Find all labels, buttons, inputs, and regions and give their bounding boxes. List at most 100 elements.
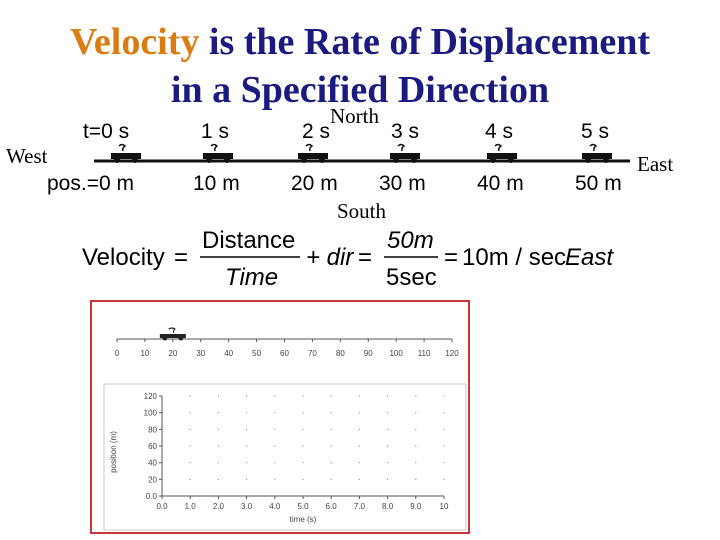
- eq-frac1-den: Time: [225, 264, 278, 291]
- y-axis-label: position (m): [109, 431, 118, 473]
- grid-dot: [246, 395, 248, 397]
- grid-dot: [302, 445, 304, 447]
- grid-dot: [443, 478, 445, 480]
- grid-dot: [330, 478, 332, 480]
- west-label: West: [6, 144, 48, 168]
- position-label: 10 m: [193, 172, 240, 195]
- grid-dot: [217, 462, 219, 464]
- grid-dot: [274, 395, 276, 397]
- x-tick-label: 7.0: [354, 502, 366, 511]
- simulation-panel: 0 10 20 30 40 50 60 70 80 90 100 110 120 0.0 20 40 60 80 1…: [90, 300, 470, 534]
- eq-dir: + dir: [306, 244, 354, 271]
- car-icon: [159, 327, 186, 341]
- y-tick-label: 0.0: [146, 492, 158, 501]
- grid-dot: [274, 428, 276, 430]
- grid-dot: [189, 445, 191, 447]
- eq-equals: =: [174, 244, 188, 271]
- car-icon: [298, 143, 328, 163]
- grid-dot: [246, 428, 248, 430]
- number-line-tick-label: 30: [196, 349, 205, 358]
- grid-dot: [415, 445, 417, 447]
- grid-dot: [246, 478, 248, 480]
- grid-dot: [443, 395, 445, 397]
- y-tick-label: 20: [148, 475, 157, 484]
- time-label: t=0 s: [83, 120, 130, 143]
- x-tick-label: 0.0: [156, 502, 168, 511]
- grid-dot: [415, 462, 417, 464]
- south-label: South: [337, 199, 387, 223]
- title-line1: is the Rate of Displacement: [199, 21, 651, 63]
- number-line-tick-label: 100: [389, 349, 403, 358]
- number-line-tick-label: 20: [168, 349, 177, 358]
- grid-dot: [330, 428, 332, 430]
- x-tick-label: 5.0: [297, 502, 309, 511]
- grid-dot: [330, 462, 332, 464]
- number-line-tick-label: 80: [336, 349, 345, 358]
- number-line-tick-label: 70: [308, 349, 317, 358]
- grid-dot: [302, 428, 304, 430]
- y-tick-label: 120: [144, 392, 158, 401]
- grid-dot: [302, 462, 304, 464]
- time-label: 3 s: [391, 120, 420, 143]
- x-tick-label: 1.0: [185, 502, 197, 511]
- x-tick-label: 3.0: [241, 502, 253, 511]
- car-icon: [582, 143, 612, 163]
- grid-dot: [217, 478, 219, 480]
- grid-dot: [330, 412, 332, 414]
- number-line-tick-label: 0: [115, 349, 120, 358]
- grid-dot: [358, 412, 360, 414]
- grid-dot: [302, 412, 304, 414]
- number-line-tick-label: 90: [364, 349, 373, 358]
- car-icon: [203, 143, 233, 163]
- time-label: 4 s: [485, 120, 514, 143]
- grid-dot: [189, 478, 191, 480]
- slide-title: Velocity is the Rate of Displacement: [0, 20, 720, 64]
- eq-frac1-num: Distance: [202, 228, 295, 254]
- grid-dot: [274, 412, 276, 414]
- grid-dot: [246, 412, 248, 414]
- grid-dot: [415, 395, 417, 397]
- number-line-tick-label: 10: [140, 349, 149, 358]
- grid-dot: [330, 445, 332, 447]
- grid-dot: [387, 462, 389, 464]
- car-icon: [111, 143, 141, 163]
- grid-dot: [217, 412, 219, 414]
- grid-dot: [415, 412, 417, 414]
- north-label: North: [330, 104, 379, 128]
- y-tick-label: 80: [148, 425, 157, 434]
- number-line-tick-label: 60: [280, 349, 289, 358]
- grid-dot: [358, 428, 360, 430]
- grid-dot: [274, 445, 276, 447]
- velocity-equation: Velocity = Distance Time + dir = 50m 5se…: [82, 228, 614, 291]
- grid-dot: [330, 395, 332, 397]
- grid-dot: [217, 445, 219, 447]
- grid-dot: [302, 478, 304, 480]
- grid-dot: [189, 462, 191, 464]
- grid-dot: [415, 428, 417, 430]
- position-label: pos.=0 m: [47, 172, 134, 195]
- x-tick-label: 2.0: [213, 502, 225, 511]
- grid-dot: [387, 428, 389, 430]
- time-label: 1 s: [201, 120, 230, 143]
- grid-dot: [443, 445, 445, 447]
- number-line-tick-label: 50: [252, 349, 261, 358]
- grid-dot: [415, 478, 417, 480]
- grid-dot: [274, 462, 276, 464]
- eq-equals: =: [444, 244, 458, 271]
- car-icon: [487, 143, 517, 163]
- grid-dot: [189, 428, 191, 430]
- y-tick-label: 40: [148, 459, 157, 468]
- y-tick-label: 100: [144, 409, 158, 418]
- y-tick-label: 60: [148, 442, 157, 451]
- grid-dot: [189, 412, 191, 414]
- position-graph: 0 10 20 30 40 50 60 70 80 90 100 110 120 0.0 20 40 60 80 1…: [103, 327, 467, 531]
- position-label: 20 m: [291, 172, 338, 195]
- grid-dot: [358, 445, 360, 447]
- eq-lhs: Velocity: [82, 244, 165, 271]
- grid-dot: [358, 478, 360, 480]
- time-label: 2 s: [302, 120, 331, 143]
- eq-result-dir: East: [565, 244, 614, 271]
- grid-dot: [358, 395, 360, 397]
- grid-dot: [217, 395, 219, 397]
- eq-result: 10m / sec: [462, 244, 566, 271]
